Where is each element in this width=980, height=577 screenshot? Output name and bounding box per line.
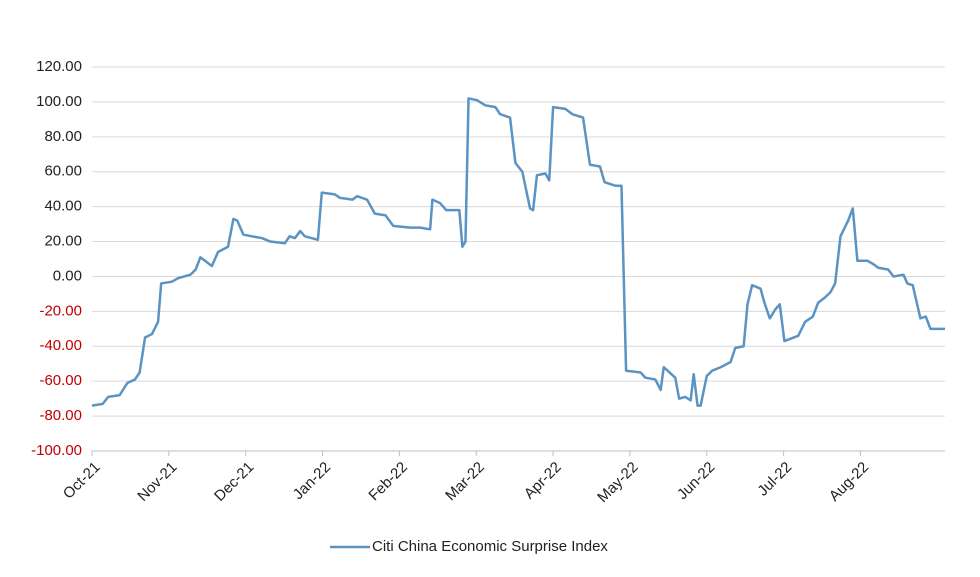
x-tick-label: Mar-22 bbox=[442, 459, 488, 505]
y-tick-label: 120.00 bbox=[36, 58, 82, 75]
x-tick-label: May-22 bbox=[594, 459, 641, 506]
y-tick-label: -60.00 bbox=[39, 372, 82, 389]
x-tick-label: Apr-22 bbox=[521, 459, 565, 503]
x-tick-label: Jun-22 bbox=[674, 459, 718, 503]
line bbox=[91, 97, 945, 407]
y-tick-label: 40.00 bbox=[44, 198, 82, 215]
y-tick-label: 80.00 bbox=[44, 128, 82, 145]
y-tick-label: -100.00 bbox=[31, 442, 82, 459]
x-tick-label: Dec-21 bbox=[211, 459, 257, 505]
x-tick-label: Jan-22 bbox=[290, 459, 334, 503]
y-tick-label: -40.00 bbox=[39, 337, 82, 354]
y-tick-label: -20.00 bbox=[39, 302, 82, 319]
x-tick-label: Oct-21 bbox=[60, 459, 104, 503]
x-tick-label: Nov-21 bbox=[134, 459, 180, 505]
y-tick-label: 0.00 bbox=[53, 267, 82, 284]
x-tick-label: Feb-22 bbox=[365, 459, 411, 505]
legend-label: Citi China Economic Surprise Index bbox=[372, 538, 608, 555]
y-tick-label: 20.00 bbox=[44, 233, 82, 250]
x-tick-label: Jul-22 bbox=[754, 459, 795, 500]
y-tick-label: 60.00 bbox=[44, 163, 82, 180]
y-tick-label: -80.00 bbox=[39, 407, 82, 424]
x-tick-label: Aug-22 bbox=[826, 459, 872, 505]
y-tick-label: 100.00 bbox=[36, 93, 82, 110]
